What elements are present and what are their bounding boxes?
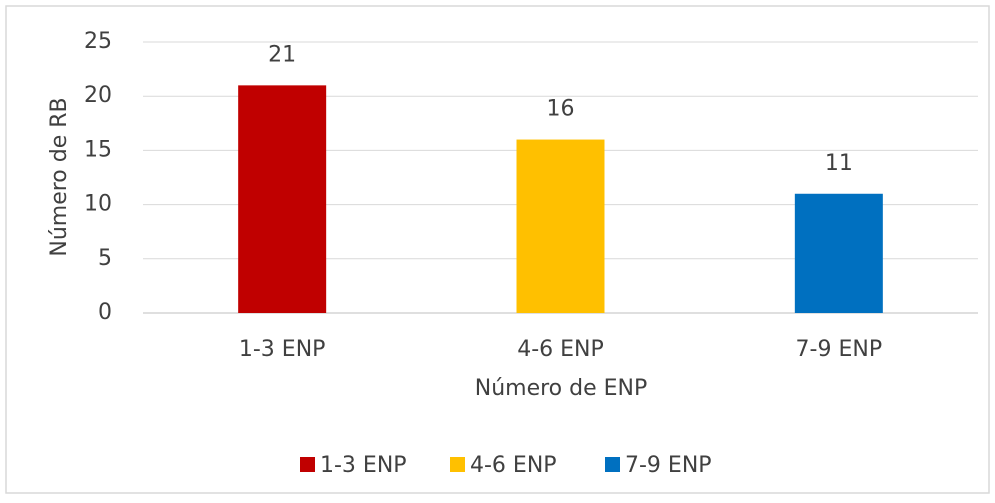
legend-swatch <box>605 457 620 472</box>
y-tick-label: 5 <box>98 246 112 271</box>
data-label: 11 <box>825 151 853 176</box>
x-axis-title: Número de ENP <box>475 376 648 401</box>
y-tick-label: 25 <box>84 29 112 54</box>
legend-label: 7-9 ENP <box>625 453 712 478</box>
legend-label: 4-6 ENP <box>470 453 557 478</box>
bar <box>794 193 883 313</box>
y-tick-label: 10 <box>84 192 112 217</box>
bar <box>238 85 327 313</box>
legend-swatch <box>300 457 315 472</box>
x-tick-label: 4-6 ENP <box>517 337 604 362</box>
y-tick-label: 15 <box>84 137 112 162</box>
y-tick-label: 0 <box>98 300 112 325</box>
data-label: 21 <box>268 42 296 67</box>
data-label: 16 <box>547 97 575 122</box>
y-axis-title: Número de RB <box>47 97 72 256</box>
y-tick-label: 20 <box>84 83 112 108</box>
bar <box>516 139 605 313</box>
legend-swatch <box>450 457 465 472</box>
x-tick-label: 7-9 ENP <box>796 337 883 362</box>
x-tick-label: 1-3 ENP <box>239 337 326 362</box>
legend-label: 1-3 ENP <box>320 453 407 478</box>
